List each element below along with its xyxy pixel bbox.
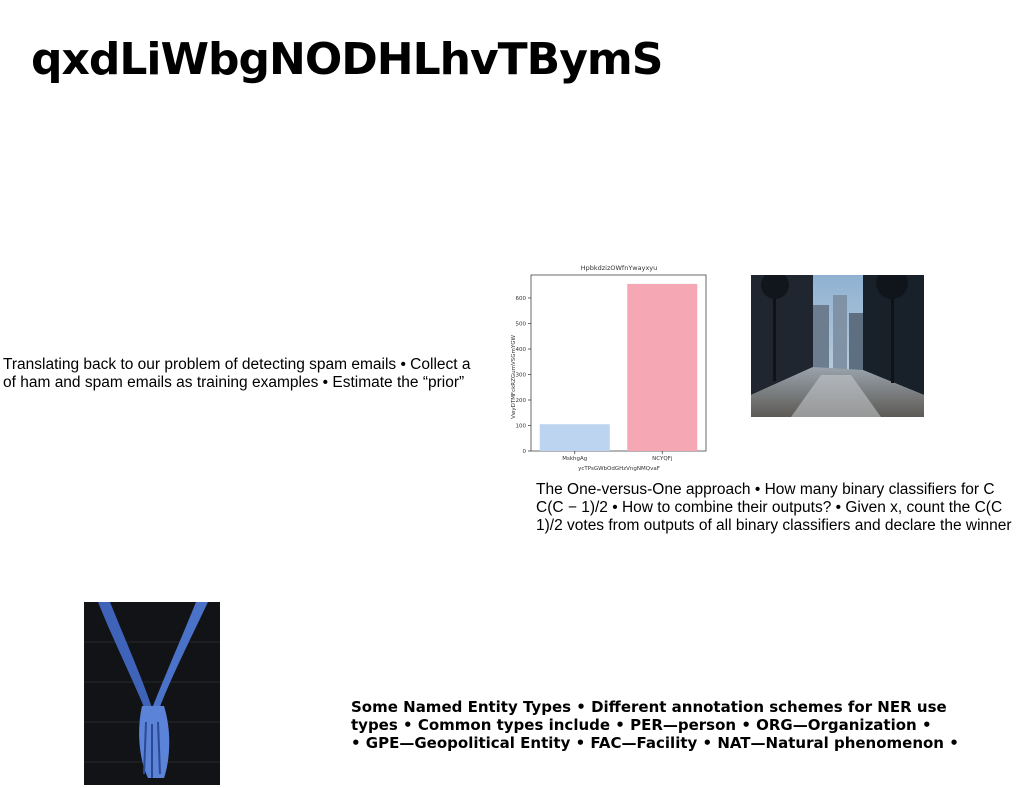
text-line: • GPE—Geopolitical Entity • FAC—Facility… — [351, 734, 959, 752]
spam-detection-text: Translating back to our problem of detec… — [3, 356, 493, 392]
chart-y-tick-label: 200 — [516, 398, 527, 404]
chart-x-tick-label: NCYQFj — [652, 456, 673, 462]
chart-plot-frame — [530, 274, 707, 452]
text-line: types • Common types include • PER—perso… — [351, 716, 932, 734]
text-line: Translating back to our problem of detec… — [3, 356, 471, 373]
text-line: Some Named Entity Types • Different anno… — [351, 698, 947, 716]
chart-y-tick-label: 500 — [516, 321, 527, 327]
street-photo — [751, 275, 924, 417]
one-vs-one-text: The One-versus-One approach • How many b… — [536, 481, 1024, 535]
text-line: 1)/2 votes from outputs of all binary cl… — [536, 517, 1012, 534]
chart-x-tick-label: MskhgAg — [562, 456, 587, 462]
chart-title: HpbkdzizOWfnYwayxyu — [581, 264, 658, 272]
chart-y-tick-label: 300 — [516, 372, 527, 378]
chart-y-tick-label: 100 — [516, 423, 527, 429]
text-line: of ham and spam emails as training examp… — [3, 374, 465, 391]
chart-y-axis-label: VwyDTMFckRZGumVSGmYGW — [511, 335, 517, 419]
text-line: The One-versus-One approach • How many b… — [536, 481, 995, 498]
chart-y-tick-label: 0 — [523, 449, 527, 455]
chart-bar — [627, 283, 698, 451]
hands-photo — [84, 602, 220, 785]
ner-types-text: Some Named Entity Types • Different anno… — [351, 698, 1011, 752]
chart-bar — [539, 424, 610, 451]
bar-chart: HpbkdzizOWfnYwayxyu VwyDTMFckRZGumVSGmYG… — [505, 260, 715, 475]
chart-y-tick-label: 600 — [516, 296, 527, 302]
text-line: C(C − 1)/2 • How to combine their output… — [536, 499, 1003, 516]
chart-y-tick-label: 400 — [516, 347, 527, 353]
chart-x-axis-label: ycTPsGWbOdGHzVngNMQvaF — [578, 466, 660, 472]
slide-title: qxdLiWbgNODHLhvTBymS — [31, 34, 663, 85]
